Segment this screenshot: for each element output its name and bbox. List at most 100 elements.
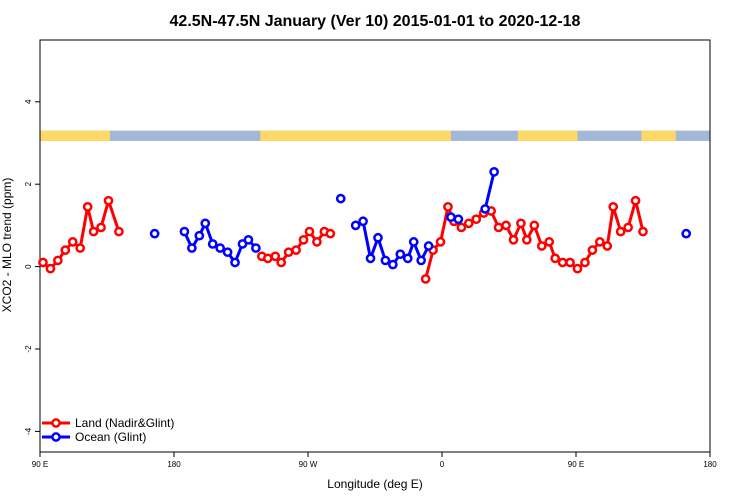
x-tick-label: 0 xyxy=(440,460,445,469)
data-point xyxy=(587,245,598,255)
land-strip-3 xyxy=(641,130,676,141)
data-point xyxy=(536,241,547,251)
data-point xyxy=(60,245,71,255)
land-strip-2 xyxy=(517,130,578,141)
y-tick-label: 2 xyxy=(24,181,33,186)
chart-title: 42.5N-47.5N January (Ver 10) 2015-01-01 … xyxy=(170,13,581,30)
data-point xyxy=(638,226,648,237)
data-point xyxy=(179,226,190,237)
y-axis-label: XCO2 - MLO trend (ppm) xyxy=(0,178,14,313)
x-axis: 90 E 180 90 W 0 90 E 180 xyxy=(32,452,717,469)
data-point xyxy=(446,212,456,223)
data-point xyxy=(358,216,368,227)
data-point xyxy=(291,245,301,255)
data-point xyxy=(501,220,511,231)
data-point xyxy=(456,222,467,233)
y-axis: -4 -2 0 2 4 xyxy=(24,99,40,435)
data-point xyxy=(522,234,532,245)
data-point xyxy=(67,237,78,247)
data-point xyxy=(580,257,590,268)
data-point xyxy=(493,222,504,233)
data-point xyxy=(200,218,211,229)
data-point xyxy=(602,241,613,251)
data-point xyxy=(350,220,361,231)
data-point xyxy=(516,218,526,229)
x-axis-label: Longitude (deg E) xyxy=(327,477,422,491)
land-strip-1 xyxy=(260,130,451,141)
data-point xyxy=(312,237,322,247)
x-tick-label: 90 E xyxy=(32,460,48,469)
data-point xyxy=(75,243,86,253)
x-tick-label: 90 E xyxy=(568,460,584,469)
data-point xyxy=(251,243,261,253)
data-point xyxy=(380,255,391,266)
y-tick-label: 0 xyxy=(24,264,33,269)
plot-border xyxy=(39,39,711,453)
data-point xyxy=(262,253,273,264)
data-point xyxy=(276,257,287,268)
data-point xyxy=(435,237,446,247)
y-tick-label: -2 xyxy=(24,345,33,353)
data-point xyxy=(365,253,376,264)
data-point xyxy=(623,222,633,233)
data-point xyxy=(215,243,226,253)
x-tick-label: 180 xyxy=(167,460,181,469)
data-point xyxy=(53,255,63,266)
x-tick-label: 180 xyxy=(703,460,717,469)
series-layer xyxy=(38,166,692,284)
data-point xyxy=(388,259,398,270)
data-point xyxy=(594,237,605,247)
data-point xyxy=(443,202,453,212)
legend: Land (Nadir&Glint)Ocean (Glint) xyxy=(42,416,174,444)
data-point xyxy=(283,247,294,258)
land-strip-0 xyxy=(40,130,110,141)
data-point xyxy=(304,226,315,237)
data-point xyxy=(408,237,419,247)
legend-marker-1 xyxy=(51,432,61,442)
data-point xyxy=(230,257,240,268)
data-point xyxy=(544,237,555,247)
data-point xyxy=(463,218,474,229)
data-point xyxy=(103,195,114,206)
data-point xyxy=(480,204,491,214)
series-line xyxy=(483,171,496,210)
data-point xyxy=(114,226,124,237)
data-point xyxy=(608,202,619,212)
data-point xyxy=(508,234,519,245)
data-point xyxy=(222,247,233,258)
data-point xyxy=(82,202,93,212)
legend-marker-0 xyxy=(51,418,61,428)
data-point xyxy=(423,241,434,251)
data-point xyxy=(45,263,56,274)
data-point xyxy=(96,222,106,233)
data-point xyxy=(335,193,346,204)
data-point xyxy=(373,232,383,243)
data-point xyxy=(187,243,197,253)
data-point xyxy=(270,251,281,262)
data-point xyxy=(471,214,482,225)
data-point xyxy=(416,255,427,266)
plot-frame xyxy=(39,39,711,453)
data-point xyxy=(207,239,218,249)
data-point xyxy=(489,166,499,177)
data-point xyxy=(402,253,413,264)
data-point xyxy=(681,228,692,239)
y-tick-label: 4 xyxy=(24,99,33,104)
data-point xyxy=(325,228,336,239)
series-0 xyxy=(38,195,648,284)
data-point xyxy=(395,249,406,260)
data-point xyxy=(149,228,160,239)
legend-label-0: Land (Nadir&Glint) xyxy=(75,416,174,430)
data-point xyxy=(194,230,205,241)
y-tick-label: -4 xyxy=(24,427,33,435)
data-point xyxy=(630,195,641,206)
series-1 xyxy=(149,166,692,270)
data-point xyxy=(529,220,540,231)
legend-label-1: Ocean (Glint) xyxy=(75,430,146,444)
data-point xyxy=(453,214,464,225)
data-point xyxy=(565,257,575,268)
data-point xyxy=(572,263,583,274)
data-point xyxy=(557,257,568,268)
data-point xyxy=(243,234,254,245)
